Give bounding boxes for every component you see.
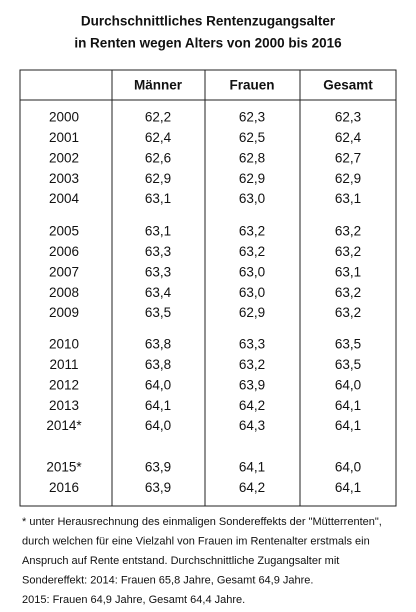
- value-cell: 62,7: [335, 150, 361, 165]
- value-cell: 63,2: [335, 224, 361, 239]
- year-cell: 2003: [49, 171, 79, 186]
- footnote-line: durch welchen für eine Vielzahl von Frau…: [22, 535, 370, 547]
- value-cell: 63,8: [145, 357, 171, 372]
- value-cell: 64,0: [335, 460, 361, 475]
- year-cell: 2005: [49, 224, 79, 239]
- year-cell: 2016: [49, 480, 79, 495]
- year-cell: 2013: [49, 398, 79, 413]
- value-cell: 63,2: [335, 244, 361, 259]
- value-cell: 63,2: [239, 357, 265, 372]
- value-cell: 64,0: [145, 377, 171, 392]
- value-cell: 63,2: [335, 285, 361, 300]
- value-cell: 63,3: [145, 264, 171, 279]
- year-cell: 2010: [49, 337, 79, 352]
- value-cell: 62,9: [239, 171, 265, 186]
- value-cell: 64,2: [239, 480, 265, 495]
- value-cell: 63,8: [145, 337, 171, 352]
- value-cell: 64,1: [239, 460, 265, 475]
- column-header: Frauen: [229, 78, 274, 93]
- title: Durchschnittliches Rentenzugangsalter: [81, 14, 336, 29]
- value-cell: 63,0: [239, 191, 265, 206]
- value-cell: 63,5: [145, 305, 171, 320]
- value-cell: 62,3: [335, 110, 361, 125]
- value-cell: 63,1: [145, 191, 171, 206]
- year-cell: 2012: [49, 377, 79, 392]
- value-cell: 63,4: [145, 285, 172, 300]
- value-cell: 64,1: [335, 480, 361, 495]
- value-cell: 63,1: [335, 264, 361, 279]
- value-cell: 62,8: [239, 150, 265, 165]
- table-border: [19, 69, 397, 507]
- year-cell: 2008: [49, 285, 79, 300]
- value-cell: 64,3: [239, 418, 265, 433]
- column-header: Gesamt: [323, 78, 373, 93]
- value-cell: 62,4: [145, 130, 172, 145]
- year-cell: 2009: [49, 305, 79, 320]
- year-cell: 2001: [49, 130, 79, 145]
- value-cell: 62,3: [239, 110, 265, 125]
- value-cell: 63,1: [145, 224, 171, 239]
- value-cell: 63,5: [335, 337, 361, 352]
- column-header: Männer: [134, 78, 183, 93]
- value-cell: 63,2: [239, 224, 265, 239]
- value-cell: 63,5: [335, 357, 361, 372]
- value-cell: 63,9: [145, 480, 171, 495]
- value-cell: 64,1: [335, 418, 361, 433]
- value-cell: 62,6: [145, 150, 171, 165]
- footnote-line: * unter Herausrechnung des einmaligen So…: [22, 516, 382, 528]
- value-cell: 63,2: [335, 305, 361, 320]
- value-cell: 64,1: [335, 398, 361, 413]
- value-cell: 62,9: [239, 305, 265, 320]
- year-cell: 2006: [49, 244, 79, 259]
- value-cell: 62,5: [239, 130, 265, 145]
- year-cell: 2000: [49, 110, 79, 125]
- value-cell: 63,9: [239, 377, 265, 392]
- value-cell: 62,9: [335, 171, 361, 186]
- title: in Renten wegen Alters von 2000 bis 2016: [74, 36, 342, 51]
- value-cell: 63,0: [239, 264, 265, 279]
- value-cell: 64,0: [145, 418, 171, 433]
- value-cell: 63,9: [145, 460, 171, 475]
- footnote-line: 2015: Frauen 64,9 Jahre, Gesamt 64,4 Jah…: [22, 594, 245, 606]
- value-cell: 64,0: [335, 377, 361, 392]
- year-cell: 2007: [49, 264, 79, 279]
- footnote-line: Anspruch auf Rente entstand. Durchschnit…: [22, 555, 339, 567]
- value-cell: 63,2: [239, 244, 265, 259]
- year-cell: 2014*: [46, 418, 82, 433]
- year-cell: 2002: [49, 150, 79, 165]
- value-cell: 63,3: [239, 337, 265, 352]
- value-cell: 62,9: [145, 171, 171, 186]
- value-cell: 62,2: [145, 110, 171, 125]
- year-cell: 2011: [49, 357, 78, 372]
- value-cell: 63,1: [335, 191, 361, 206]
- year-cell: 2015*: [46, 460, 82, 475]
- value-cell: 64,2: [239, 398, 265, 413]
- year-cell: 2004: [49, 191, 80, 206]
- value-cell: 62,4: [335, 130, 362, 145]
- value-cell: 64,1: [145, 398, 171, 413]
- value-cell: 63,3: [145, 244, 171, 259]
- value-cell: 63,0: [239, 285, 265, 300]
- footnote-line: Sondereffekt: 2014: Frauen 65,8 Jahre, G…: [22, 574, 313, 586]
